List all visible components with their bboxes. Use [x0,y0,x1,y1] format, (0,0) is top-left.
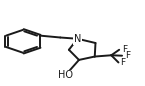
Text: F: F [120,58,125,67]
Text: HO: HO [58,70,73,80]
Text: N: N [74,34,81,44]
Text: F: F [125,51,130,60]
Text: F: F [122,45,127,54]
